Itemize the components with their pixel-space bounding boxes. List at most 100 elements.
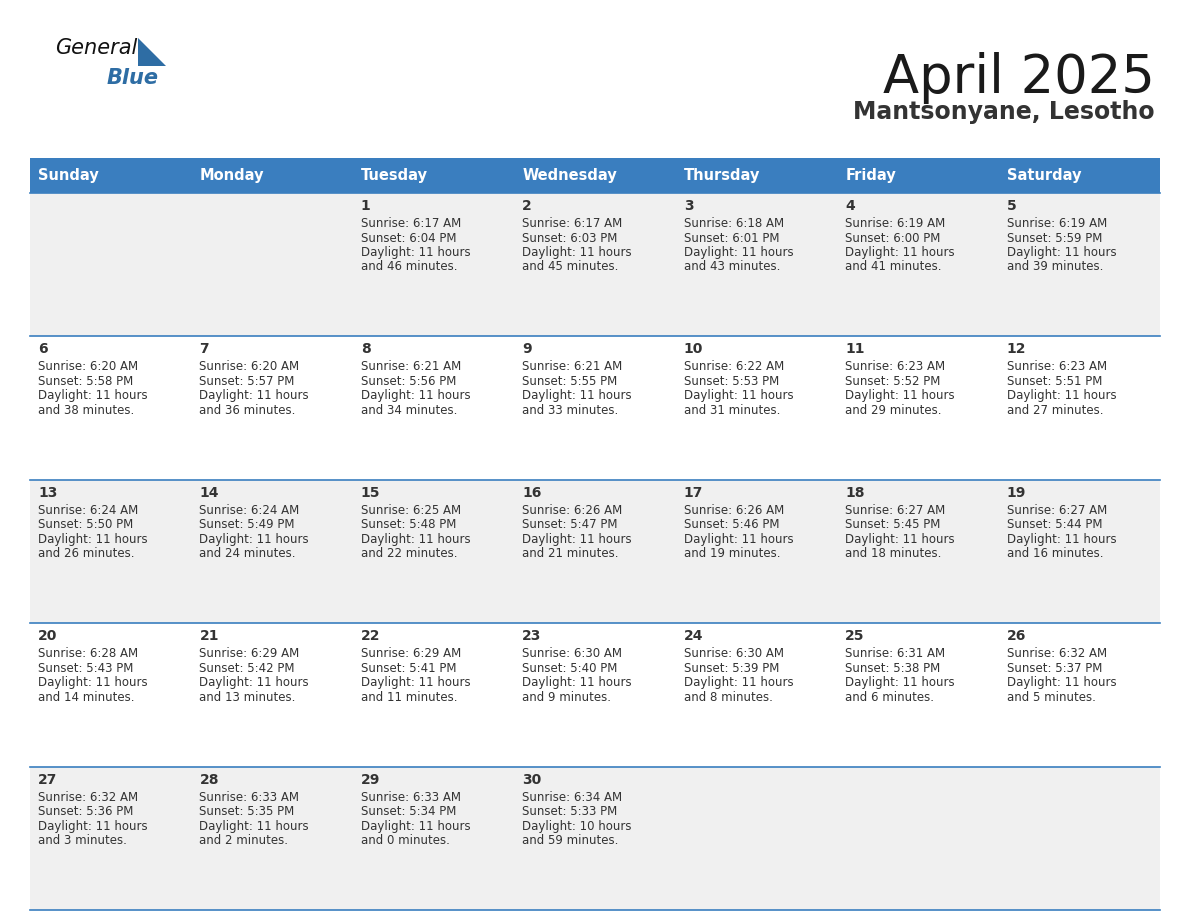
Text: 25: 25 bbox=[845, 629, 865, 644]
Text: and 46 minutes.: and 46 minutes. bbox=[361, 261, 457, 274]
Text: Sunset: 5:47 PM: Sunset: 5:47 PM bbox=[523, 519, 618, 532]
Text: 28: 28 bbox=[200, 773, 219, 787]
Text: Daylight: 11 hours: Daylight: 11 hours bbox=[38, 532, 147, 546]
Bar bbox=[514, 158, 676, 193]
Text: 15: 15 bbox=[361, 486, 380, 499]
Text: Sunset: 5:33 PM: Sunset: 5:33 PM bbox=[523, 805, 618, 818]
Text: 19: 19 bbox=[1006, 486, 1026, 499]
Text: 3: 3 bbox=[684, 199, 694, 213]
Bar bbox=[30, 623, 191, 767]
Text: Sunrise: 6:32 AM: Sunrise: 6:32 AM bbox=[1006, 647, 1107, 660]
Text: Daylight: 11 hours: Daylight: 11 hours bbox=[684, 246, 794, 259]
Text: Daylight: 11 hours: Daylight: 11 hours bbox=[200, 677, 309, 689]
Bar bbox=[676, 336, 838, 480]
Text: Sunset: 5:45 PM: Sunset: 5:45 PM bbox=[845, 519, 941, 532]
Bar bbox=[838, 336, 999, 480]
Text: 24: 24 bbox=[684, 629, 703, 644]
Text: and 2 minutes.: and 2 minutes. bbox=[200, 834, 289, 847]
Bar bbox=[514, 193, 676, 336]
Bar bbox=[999, 623, 1159, 767]
Text: Sunset: 5:37 PM: Sunset: 5:37 PM bbox=[1006, 662, 1102, 675]
Text: Daylight: 11 hours: Daylight: 11 hours bbox=[523, 532, 632, 546]
Text: Sunday: Sunday bbox=[38, 168, 99, 183]
Text: and 3 minutes.: and 3 minutes. bbox=[38, 834, 127, 847]
Text: Sunset: 5:56 PM: Sunset: 5:56 PM bbox=[361, 375, 456, 388]
Text: Sunrise: 6:25 AM: Sunrise: 6:25 AM bbox=[361, 504, 461, 517]
Text: Daylight: 11 hours: Daylight: 11 hours bbox=[845, 246, 955, 259]
Text: Daylight: 11 hours: Daylight: 11 hours bbox=[1006, 532, 1117, 546]
Bar bbox=[191, 623, 353, 767]
Text: Sunrise: 6:17 AM: Sunrise: 6:17 AM bbox=[361, 217, 461, 230]
Text: and 13 minutes.: and 13 minutes. bbox=[200, 690, 296, 704]
Bar bbox=[353, 480, 514, 623]
Text: Daylight: 11 hours: Daylight: 11 hours bbox=[684, 677, 794, 689]
Text: 9: 9 bbox=[523, 342, 532, 356]
Bar bbox=[676, 767, 838, 910]
Text: Daylight: 11 hours: Daylight: 11 hours bbox=[1006, 246, 1117, 259]
Text: 14: 14 bbox=[200, 486, 219, 499]
Text: 18: 18 bbox=[845, 486, 865, 499]
Text: Daylight: 11 hours: Daylight: 11 hours bbox=[361, 820, 470, 833]
Text: 22: 22 bbox=[361, 629, 380, 644]
Text: 7: 7 bbox=[200, 342, 209, 356]
Text: 8: 8 bbox=[361, 342, 371, 356]
Text: Daylight: 10 hours: Daylight: 10 hours bbox=[523, 820, 632, 833]
Text: Blue: Blue bbox=[107, 68, 159, 88]
Text: Daylight: 11 hours: Daylight: 11 hours bbox=[1006, 389, 1117, 402]
Text: and 59 minutes.: and 59 minutes. bbox=[523, 834, 619, 847]
Text: and 39 minutes.: and 39 minutes. bbox=[1006, 261, 1102, 274]
Bar bbox=[999, 336, 1159, 480]
Bar bbox=[30, 193, 191, 336]
Text: Thursday: Thursday bbox=[684, 168, 760, 183]
Text: 17: 17 bbox=[684, 486, 703, 499]
Text: Sunrise: 6:20 AM: Sunrise: 6:20 AM bbox=[38, 361, 138, 374]
Text: Sunset: 5:53 PM: Sunset: 5:53 PM bbox=[684, 375, 779, 388]
Text: and 14 minutes.: and 14 minutes. bbox=[38, 690, 134, 704]
Text: Sunset: 6:00 PM: Sunset: 6:00 PM bbox=[845, 231, 941, 244]
Text: Sunset: 5:49 PM: Sunset: 5:49 PM bbox=[200, 519, 295, 532]
Text: Sunset: 5:41 PM: Sunset: 5:41 PM bbox=[361, 662, 456, 675]
Bar bbox=[838, 480, 999, 623]
Text: and 43 minutes.: and 43 minutes. bbox=[684, 261, 781, 274]
Text: Daylight: 11 hours: Daylight: 11 hours bbox=[845, 532, 955, 546]
Text: Sunrise: 6:26 AM: Sunrise: 6:26 AM bbox=[523, 504, 623, 517]
Text: Sunset: 5:39 PM: Sunset: 5:39 PM bbox=[684, 662, 779, 675]
Text: 16: 16 bbox=[523, 486, 542, 499]
Text: Daylight: 11 hours: Daylight: 11 hours bbox=[845, 677, 955, 689]
Text: Sunrise: 6:33 AM: Sunrise: 6:33 AM bbox=[361, 790, 461, 803]
Bar bbox=[191, 336, 353, 480]
Text: Sunset: 5:58 PM: Sunset: 5:58 PM bbox=[38, 375, 133, 388]
Text: 30: 30 bbox=[523, 773, 542, 787]
Text: Sunrise: 6:21 AM: Sunrise: 6:21 AM bbox=[361, 361, 461, 374]
Text: Tuesday: Tuesday bbox=[361, 168, 428, 183]
Text: and 8 minutes.: and 8 minutes. bbox=[684, 690, 772, 704]
Text: and 34 minutes.: and 34 minutes. bbox=[361, 404, 457, 417]
Text: and 27 minutes.: and 27 minutes. bbox=[1006, 404, 1104, 417]
Bar bbox=[514, 480, 676, 623]
Text: Daylight: 11 hours: Daylight: 11 hours bbox=[200, 389, 309, 402]
Text: Sunset: 5:40 PM: Sunset: 5:40 PM bbox=[523, 662, 618, 675]
Bar bbox=[999, 767, 1159, 910]
Text: Friday: Friday bbox=[845, 168, 896, 183]
Text: 5: 5 bbox=[1006, 199, 1016, 213]
Text: Sunset: 5:59 PM: Sunset: 5:59 PM bbox=[1006, 231, 1102, 244]
Text: Sunset: 5:42 PM: Sunset: 5:42 PM bbox=[200, 662, 295, 675]
Text: Sunrise: 6:27 AM: Sunrise: 6:27 AM bbox=[1006, 504, 1107, 517]
Text: and 19 minutes.: and 19 minutes. bbox=[684, 547, 781, 560]
Bar bbox=[514, 767, 676, 910]
Text: 2: 2 bbox=[523, 199, 532, 213]
Bar bbox=[30, 336, 191, 480]
Text: and 22 minutes.: and 22 minutes. bbox=[361, 547, 457, 560]
Bar bbox=[191, 158, 353, 193]
Bar bbox=[353, 158, 514, 193]
Text: Sunrise: 6:24 AM: Sunrise: 6:24 AM bbox=[38, 504, 138, 517]
Text: Sunrise: 6:27 AM: Sunrise: 6:27 AM bbox=[845, 504, 946, 517]
Text: Daylight: 11 hours: Daylight: 11 hours bbox=[361, 246, 470, 259]
Text: and 26 minutes.: and 26 minutes. bbox=[38, 547, 134, 560]
Text: and 31 minutes.: and 31 minutes. bbox=[684, 404, 781, 417]
Bar bbox=[353, 767, 514, 910]
Text: Sunrise: 6:23 AM: Sunrise: 6:23 AM bbox=[1006, 361, 1107, 374]
Bar bbox=[30, 158, 191, 193]
Text: and 0 minutes.: and 0 minutes. bbox=[361, 834, 450, 847]
Text: Sunrise: 6:20 AM: Sunrise: 6:20 AM bbox=[200, 361, 299, 374]
